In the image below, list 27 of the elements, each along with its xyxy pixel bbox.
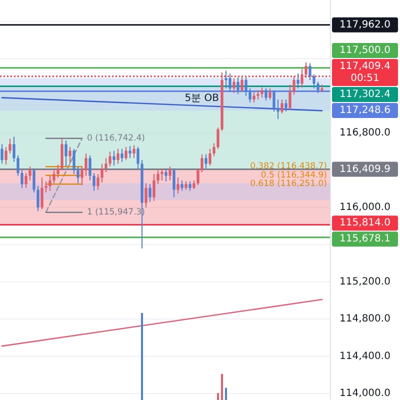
ref-line-label: 117,500.0 — [340, 44, 390, 56]
ref-line-label: 117,962.0 — [340, 19, 390, 30]
ref-line-label: 115,814.0 — [340, 218, 390, 229]
price-label: 117,500.0 — [332, 42, 398, 58]
ref-line-label: 117,248.6 — [340, 104, 390, 116]
price-label: 117,409.4 00:51 — [332, 58, 398, 86]
price-label: 115,814.0 — [332, 216, 398, 231]
series-name: 0.5 (116,344.9) — [260, 170, 327, 180]
y-tick-label: 114,000.0 — [340, 388, 390, 399]
ref-line-label: 115,678.1 — [340, 234, 390, 245]
price-label: 116,409.9 — [332, 162, 398, 177]
ref-line-label: 117,302.4 — [340, 88, 390, 100]
ref-line-label: 117,409.4 00:51 — [340, 60, 390, 84]
price-label: 117,962.0 — [332, 17, 398, 32]
y-tick-label: 114,400.0 — [340, 350, 390, 362]
price-label: 115,678.1 — [332, 232, 398, 247]
band-label: 5분 OB — [184, 93, 219, 104]
price-label: 117,248.6 — [332, 102, 398, 118]
series-name: 0 (116,742.4) — [87, 133, 146, 144]
series-name: 0.382 (116,438.7) — [250, 162, 327, 172]
y-tick-label: 115,200.0 — [340, 276, 390, 288]
ref-line-label: 116,409.9 — [340, 164, 390, 175]
series-name: 0.618 (116,251.0) — [250, 179, 327, 190]
price-label: 117,302.4 — [332, 86, 398, 102]
y-tick-label: 116,800.0 — [340, 128, 390, 139]
y-tick-label: 116,000.0 — [340, 202, 390, 213]
y-tick-label: 114,800.0 — [340, 314, 390, 325]
